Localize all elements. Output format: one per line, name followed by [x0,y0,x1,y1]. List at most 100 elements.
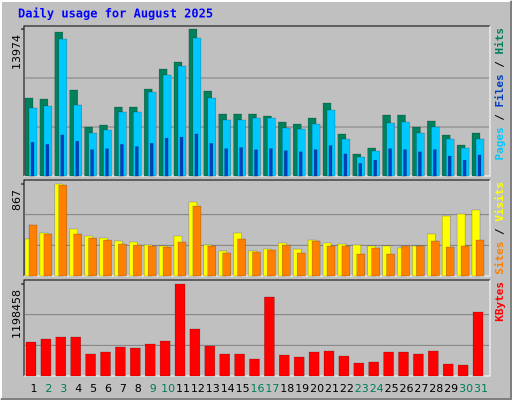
bar [284,150,288,177]
bar [475,239,485,277]
x-tick-label: 4 [75,382,82,395]
bar [28,224,38,277]
bar [371,247,380,277]
bar [147,245,157,277]
bar [445,246,455,277]
bar [100,351,111,377]
bar [401,245,410,277]
bar [477,154,482,177]
bar [298,151,303,177]
legend: KBytes [493,282,506,322]
bar [90,149,94,177]
legend-entry: Hits [493,28,506,55]
x-tick-label: 28 [429,382,443,395]
bar [144,343,156,377]
bar [25,341,37,377]
x-tick-label: 18 [280,382,294,395]
legend-entry: Visits [493,182,506,222]
legend-separator: / [493,222,506,242]
x-tick-label: 16 [251,382,265,395]
legend-entry: Pages [493,127,506,160]
bar [431,240,440,277]
bar [105,148,109,177]
bar [373,159,377,177]
x-tick-label: 30 [459,382,473,395]
bar [88,237,97,277]
bar [70,336,81,377]
bar [115,346,126,377]
panel-edge-dark [23,179,490,276]
bar [189,328,201,377]
x-tick-label: 20 [310,382,324,395]
x-tick-label: 17 [265,382,279,395]
x-tick-label: 27 [414,382,428,395]
bar [428,350,439,377]
bar [413,353,424,377]
bar [254,149,258,177]
bar [75,141,79,177]
bar [323,350,335,377]
bar [55,336,67,377]
bar [341,245,351,277]
x-tick-label: 22 [340,382,354,395]
bar [73,233,82,277]
bar [293,356,305,377]
x-tick-label: 3 [60,382,67,395]
bar [398,351,409,377]
bar [296,252,306,277]
x-tick-label: 25 [385,382,399,395]
bar [358,163,363,177]
x-tick-label: 31 [474,382,488,395]
bar [308,351,320,377]
y-tick-label: 867 [10,190,23,211]
bar [207,245,217,277]
bar [179,136,184,177]
bar [311,240,321,277]
bar [118,243,127,277]
bar [328,145,333,177]
x-tick-label: 29 [444,382,458,395]
bar [416,245,425,277]
legend-entry: Files [493,74,506,107]
bar [472,311,484,377]
x-tick-label: 19 [295,382,309,395]
bar [264,296,275,377]
y-tick-label: 13974 [10,35,23,70]
y-tick-label: 1198458 [10,290,23,339]
bar [60,134,65,177]
x-tick-label: 23 [355,382,369,395]
bar [368,361,379,377]
bar [133,244,142,277]
bar [269,148,273,177]
x-tick-label: 9 [150,382,157,395]
bar [239,147,243,177]
bar [164,137,169,177]
bar [209,143,214,177]
bar [383,351,394,377]
bar [237,238,246,277]
bar [462,159,467,177]
bar [388,148,392,177]
bar [403,149,407,177]
bar [279,354,290,377]
bar [433,149,437,177]
x-tick-label: 26 [400,382,414,395]
panel-edge-dark [23,279,490,376]
bar [457,364,469,377]
bar [85,353,96,377]
bar [135,146,139,177]
legend-separator: / [493,108,506,128]
bar [174,283,186,377]
bar [338,355,350,377]
bar [418,151,422,177]
x-tick-label: 8 [135,382,142,395]
bar [460,245,470,277]
bar [43,233,53,277]
bar [149,143,154,177]
bar [103,239,112,277]
x-tick-label: 2 [45,382,52,395]
x-tick-label: 11 [176,382,190,395]
legend-entry: KBytes [493,282,506,322]
